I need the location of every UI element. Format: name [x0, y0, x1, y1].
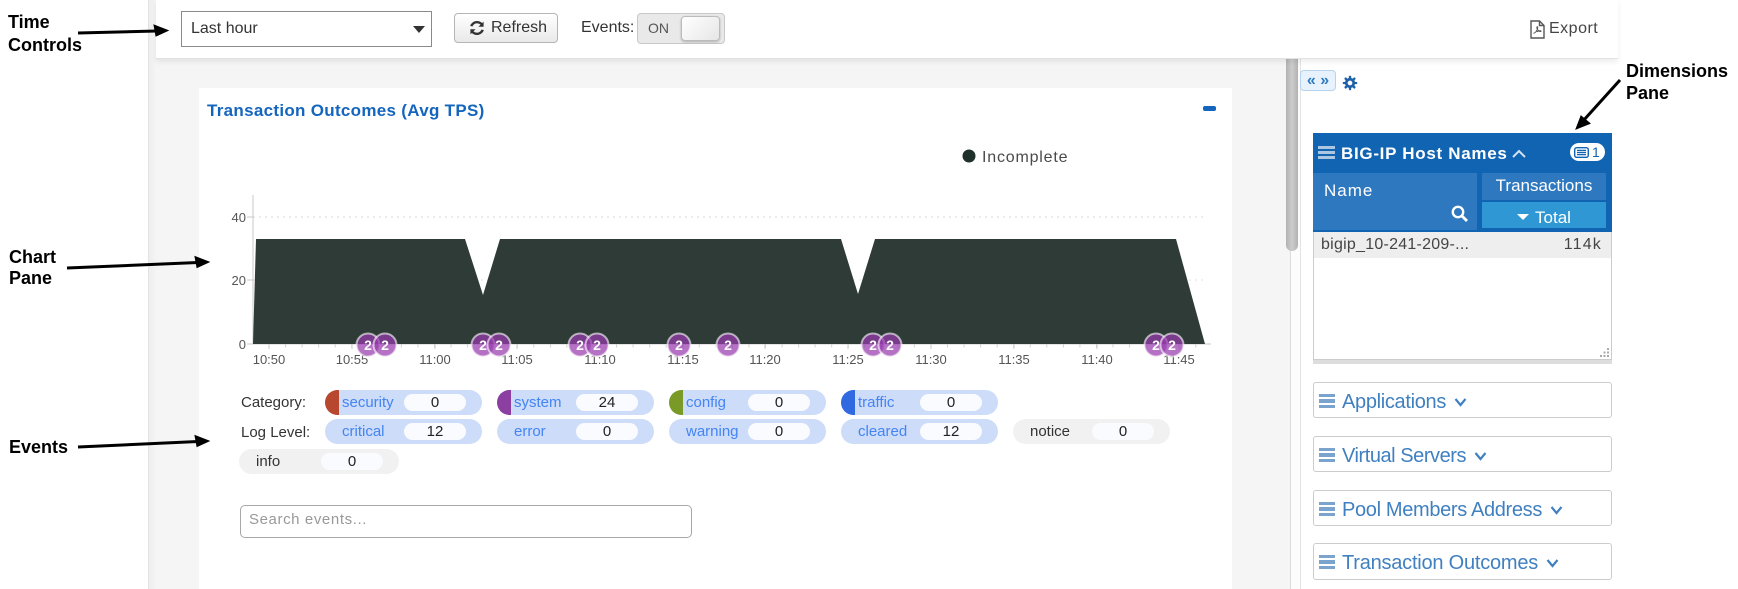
svg-text:2: 2	[593, 337, 601, 353]
svg-text:2: 2	[1152, 337, 1160, 353]
svg-text:2: 2	[364, 337, 372, 353]
svg-text:10:50: 10:50	[253, 352, 286, 367]
svg-text:20: 20	[232, 273, 246, 288]
svg-text:2: 2	[724, 337, 732, 353]
svg-text:2: 2	[576, 337, 584, 353]
svg-text:11:30: 11:30	[915, 352, 947, 367]
svg-text:11:40: 11:40	[1081, 352, 1113, 367]
svg-text:Incomplete: Incomplete	[982, 149, 1068, 166]
svg-text:2: 2	[479, 337, 487, 353]
svg-text:10:55: 10:55	[336, 352, 369, 367]
svg-text:2: 2	[869, 337, 877, 353]
svg-text:2: 2	[675, 337, 683, 353]
svg-text:2: 2	[1168, 337, 1176, 353]
svg-text:2: 2	[886, 337, 894, 353]
svg-text:11:25: 11:25	[832, 352, 864, 367]
svg-text:11:00: 11:00	[419, 352, 451, 367]
svg-text:2: 2	[495, 337, 503, 353]
svg-text:11:05: 11:05	[501, 352, 533, 367]
svg-text:11:20: 11:20	[749, 352, 781, 367]
svg-text:40: 40	[232, 210, 246, 225]
svg-text:2: 2	[381, 337, 389, 353]
svg-text:0: 0	[239, 337, 246, 352]
svg-text:11:35: 11:35	[998, 352, 1030, 367]
